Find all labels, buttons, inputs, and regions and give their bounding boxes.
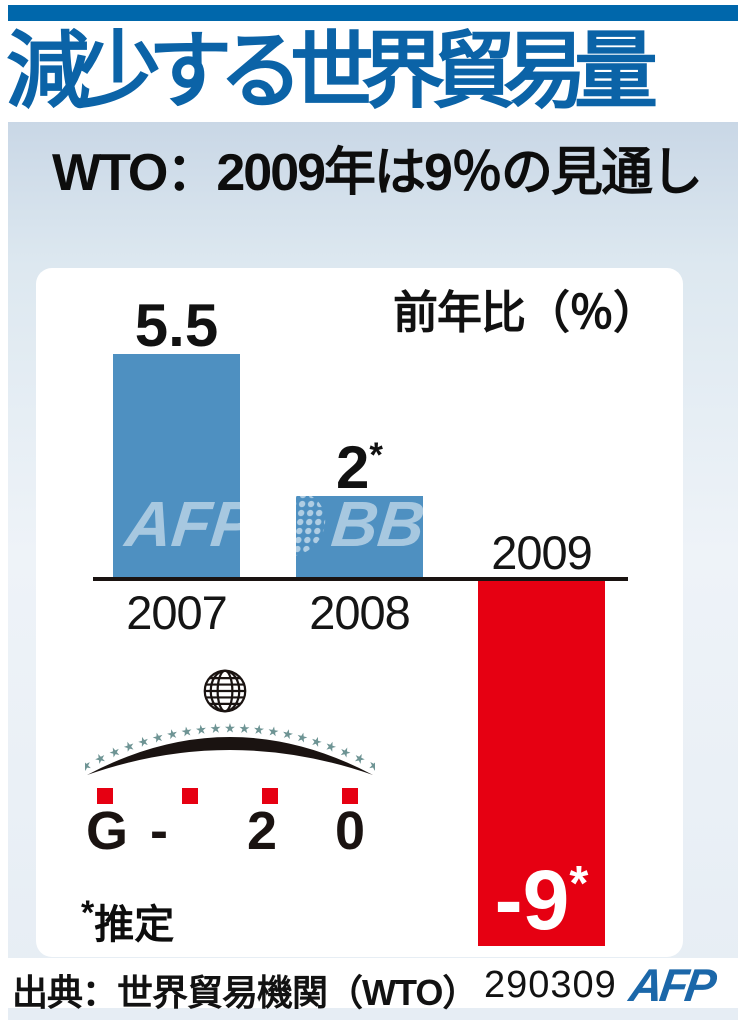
x-axis-line: [93, 577, 628, 581]
value-label: 2*: [336, 434, 383, 501]
y-axis-unit-label: 前年比（％）: [392, 287, 658, 338]
date-code: 290309: [484, 964, 617, 1006]
dotted-globe-icon: [260, 492, 326, 556]
category-label: 2008: [309, 586, 411, 639]
star-icon: ★: [92, 749, 109, 768]
star-icon: ★: [224, 721, 236, 736]
watermark-afp-text: AFP: [122, 488, 258, 560]
g20-letter-2: 2: [246, 801, 278, 861]
g20-red-square: [262, 788, 278, 804]
star-icon: ★: [165, 725, 179, 742]
g20-arc-and-stars: ★★★★★ ★ ★ ★ ★ ★ ★ ★ ★ ★ ★ ★ ★★★★★: [85, 721, 375, 775]
star-icon: ★: [180, 723, 194, 740]
footnote-text: 推定: [94, 903, 175, 947]
g20-red-square: [97, 788, 113, 804]
wireframe-globe-icon: [203, 669, 247, 713]
star-icon: ★: [238, 721, 250, 737]
star-icon: ★: [266, 723, 280, 740]
page-title: 減少する世界貿易量: [6, 24, 658, 118]
bar-2009: [478, 581, 605, 946]
star-icon: ★: [209, 721, 221, 737]
star-icon: ★: [150, 729, 165, 746]
swoosh-arc: [87, 737, 373, 775]
watermark-bb-text: BB: [328, 488, 429, 560]
star-icon: ★: [365, 756, 375, 775]
star-icon: ★: [106, 743, 123, 761]
value-label: -9*: [494, 852, 589, 947]
footer-bar: 出典：世界貿易機関（WTO） 290309 AFP: [0, 958, 742, 1013]
category-label: 2009: [491, 526, 593, 579]
star-icon: ★: [280, 725, 294, 742]
bar-2007: [113, 354, 240, 577]
star-icon: ★: [323, 737, 339, 755]
source-credit: 出典：世界貿易機関（WTO）: [12, 972, 478, 1013]
g20-letter-hyphen: -: [150, 801, 168, 861]
category-label: 2007: [126, 586, 228, 639]
star-icon: ★: [309, 733, 325, 751]
value-label: 5.5: [134, 292, 219, 360]
star-icon: ★: [195, 721, 208, 737]
star-icon: ★: [136, 733, 152, 751]
star-icon: ★: [351, 749, 368, 768]
afpbb-watermark: AFP BB: [122, 488, 480, 560]
header-accent-bar: [8, 5, 738, 21]
g20-letter-0: 0: [334, 801, 366, 861]
chart-subtitle: WTO：2009年は9％の見通し: [52, 144, 703, 202]
star-icon: ★: [252, 721, 265, 737]
star-icon: ★: [85, 756, 95, 775]
g20-red-square: [182, 788, 198, 804]
background-band: WTO：2009年は9％の見通し 前年比（％） 5.5 2007 2* 2008 -9*…: [8, 122, 738, 1020]
g20-letter-g: G: [85, 801, 129, 861]
star-icon: ★: [337, 743, 354, 761]
g20-red-square: [342, 788, 358, 804]
chart-card: 前年比（％） 5.5 2007 2* 2008 -9* 2009 AFP BB: [36, 268, 683, 957]
g20-logo: ★ ★ ★ ★ ★ ★ ★ ★ ★ ★ ★ ★ ★ ★ ★ ★ ★ ★ ★ ★ ★ G - 2 0: [85, 666, 375, 881]
afp-logo: AFP: [626, 959, 717, 1011]
star-icon: ★: [295, 729, 310, 746]
estimate-footnote: *推定: [81, 892, 174, 950]
footnote-asterisk: *: [81, 894, 95, 932]
star-icon: ★: [121, 737, 137, 755]
